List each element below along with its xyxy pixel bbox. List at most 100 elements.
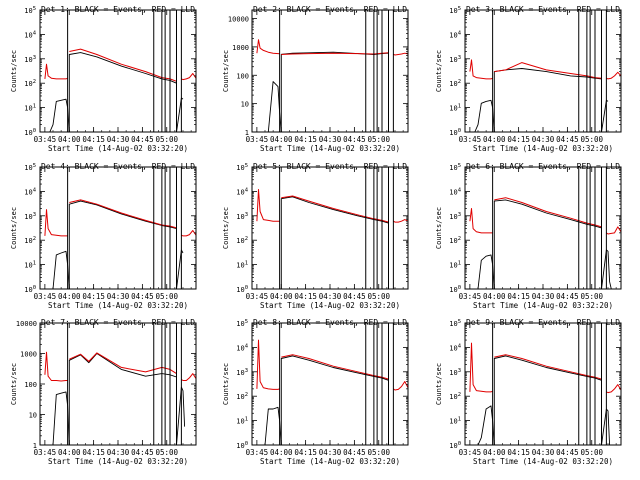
x-tick-label: 04:00 [270,292,293,301]
y-tick-label: 105 [449,319,461,328]
x-tick-label: 04:15 [294,135,317,144]
y-tick-label: 105 [236,163,248,172]
x-tick-label: 04:30 [107,448,130,457]
panel-title: Det 6: BLACK = Events, RED = LLD [466,162,620,171]
y-tick-label: 105 [449,163,461,172]
x-tick-label: 04:30 [319,135,342,144]
x-tick-label: 05:00 [155,135,178,144]
x-tick-label: 03:45 [246,448,269,457]
x-tick-label: 03:45 [34,448,57,457]
lld-series-line [44,209,68,237]
y-tick-label: 104 [449,30,461,39]
y-tick-label: 100 [449,128,461,137]
y-tick-label: 102 [449,236,461,245]
y-tick-label: 101 [24,261,36,270]
events-series-line [176,97,184,133]
lld-series-line [494,62,602,79]
x-tick-label: 04:45 [343,448,366,457]
x-axis-label: Start Time (14-Aug-02 03:32:20) [48,301,188,310]
y-tick-label: 1 [245,129,249,137]
x-tick-label: 04:30 [532,292,555,301]
x-tick-label: 04:15 [507,448,530,457]
plot-frame [39,322,197,446]
x-tick-label: 04:30 [107,135,130,144]
y-tick-label: 1000 [232,44,249,52]
x-tick-label: 05:00 [155,292,178,301]
x-tick-label: 04:15 [294,292,317,301]
events-series-line [492,68,602,133]
y-tick-label: 103 [24,55,36,64]
x-tick-label: 05:00 [580,135,603,144]
plot-frame [251,9,409,133]
y-tick-label: 103 [236,368,248,377]
y-tick-label: 1000 [20,351,37,359]
y-tick-label: 102 [24,79,36,88]
x-tick-label: 04:00 [58,292,81,301]
x-axis-label: Start Time (14-Aug-02 03:32:20) [48,144,188,153]
x-tick-label: 04:45 [556,448,579,457]
x-tick-label: 04:00 [270,448,293,457]
lld-series-line [181,73,197,81]
x-tick-label: 05:00 [155,448,178,457]
plot-frame [464,322,622,446]
x-tick-label: 04:45 [131,448,154,457]
events-series-line [279,355,389,446]
y-axis-label: Counts/sec [222,50,230,92]
x-axis-label: Start Time (14-Aug-02 03:32:20) [260,144,400,153]
x-axis-label: Start Time (14-Aug-02 03:32:20) [473,301,613,310]
lld-series-line [256,339,280,390]
x-tick-label: 04:30 [107,292,130,301]
lld-series-line [69,48,177,82]
x-tick-label: 04:30 [319,448,342,457]
lld-series-line [606,71,622,80]
y-tick-label: 103 [236,212,248,221]
lld-series-line [393,381,409,391]
plot-frame [251,322,409,446]
y-tick-label: 105 [236,319,248,328]
lld-series-line [256,39,280,55]
plot-frame [39,9,197,133]
lld-series-line [494,354,602,380]
y-tick-label: 105 [24,163,36,172]
x-tick-label: 04:45 [556,292,579,301]
y-tick-label: 10000 [16,320,37,328]
x-tick-label: 05:00 [367,135,390,144]
x-tick-label: 04:00 [483,135,506,144]
lld-series-line [281,52,389,55]
events-series-line [67,200,177,290]
y-tick-label: 101 [24,104,36,113]
x-tick-label: 04:30 [319,292,342,301]
y-tick-label: 104 [449,187,461,196]
y-axis-label: Counts/sec [10,50,18,92]
plot-frame [464,166,622,290]
detector-panel-7: 1 10 100 1000 10000 03:45 04:00 04:15 04:30 04:45… [10,318,197,466]
x-tick-label: 04:45 [131,292,154,301]
lld-series-line [44,351,68,382]
events-series-line [44,250,70,290]
x-axis-label: Start Time (14-Aug-02 03:32:20) [260,457,400,466]
y-tick-label: 104 [236,343,248,352]
x-tick-label: 05:00 [367,448,390,457]
y-tick-label: 100 [236,72,249,80]
x-tick-label: 04:45 [343,135,366,144]
x-axis-label: Start Time (14-Aug-02 03:32:20) [48,457,188,466]
events-series-line [256,81,282,133]
panel-title: Det 8: BLACK = Events, RED = LLD [253,318,407,327]
y-axis-label: Counts/sec [222,363,230,405]
lld-series-line [69,352,177,375]
y-tick-label: 103 [449,55,461,64]
y-axis-label: Counts/sec [435,207,443,249]
y-tick-label: 102 [236,392,248,401]
lld-series-line [281,354,389,380]
x-tick-label: 04:00 [58,448,81,457]
panel-title: Det 3: BLACK = Events, RED = LLD [466,5,620,14]
panel-title: Det 9: BLACK = Events, RED = LLD [466,318,620,327]
panel-title: Det 2: BLACK = Events, RED = LLD [253,5,407,14]
y-tick-label: 10 [29,412,37,420]
events-series-line [44,98,70,133]
events-series-line [256,406,282,446]
lld-series-line [469,208,493,234]
y-tick-label: 102 [236,236,248,245]
x-tick-label: 03:45 [459,135,482,144]
